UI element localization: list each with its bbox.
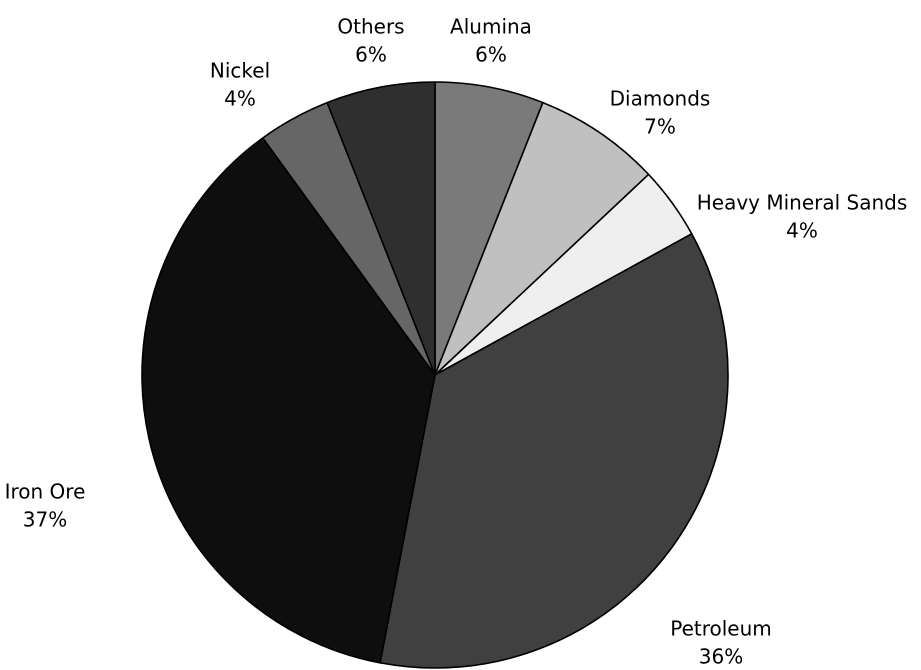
slice-value-label: 6% bbox=[355, 43, 387, 67]
slice-category-label: Heavy Mineral Sands bbox=[697, 191, 908, 215]
slice-value-label: 37% bbox=[23, 508, 67, 532]
slice-category-label: Others bbox=[337, 15, 404, 39]
slice-label-heavy-mineral-sands: Heavy Mineral Sands 4% bbox=[697, 191, 908, 243]
slice-value-label: 36% bbox=[699, 645, 743, 669]
slice-label-nickel: Nickel 4% bbox=[210, 59, 270, 111]
pie-slice-others bbox=[326, 81, 436, 376]
slice-category-label: Petroleum bbox=[670, 617, 772, 641]
slice-value-label: 4% bbox=[786, 219, 818, 243]
pie-slices bbox=[141, 81, 729, 669]
slice-label-petroleum: Petroleum 36% bbox=[670, 617, 772, 669]
slice-value-label: 7% bbox=[644, 115, 676, 139]
slice-value-label: 4% bbox=[224, 87, 256, 111]
pie-slice-diamonds bbox=[434, 101, 650, 376]
slice-label-alumina: Alumina 6% bbox=[450, 15, 532, 67]
slice-category-label: Diamonds bbox=[610, 87, 711, 111]
pie-labels: Alumina 6% Diamonds 7% Heavy Mineral Sands 4%… bbox=[5, 15, 908, 669]
pie-slice-iron-ore bbox=[141, 137, 436, 664]
slice-label-diamonds: Diamonds 7% bbox=[610, 87, 711, 139]
slice-category-label: Alumina bbox=[450, 15, 532, 39]
slice-category-label: Iron Ore bbox=[5, 480, 86, 504]
slice-value-label: 6% bbox=[475, 43, 507, 67]
pie-slice-petroleum bbox=[379, 233, 729, 669]
slice-label-iron-ore: Iron Ore 37% bbox=[5, 480, 86, 532]
slice-label-others: Others 6% bbox=[337, 15, 404, 67]
slice-category-label: Nickel bbox=[210, 59, 270, 83]
